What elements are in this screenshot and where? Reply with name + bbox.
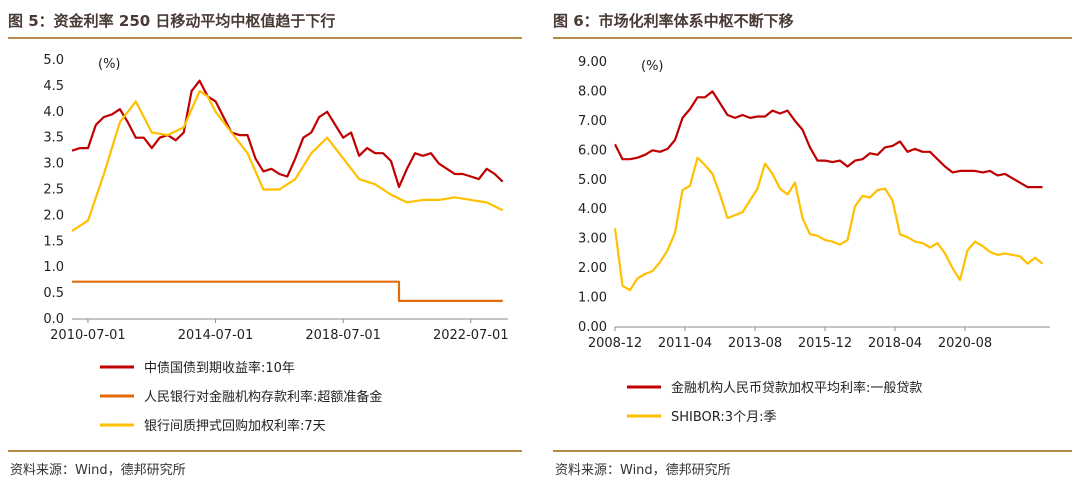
figure-title: 图 5：资金利率 250 日移动平均中枢值趋于下行 bbox=[8, 12, 336, 30]
x-tick-label: 2018-07-01 bbox=[305, 328, 381, 343]
left-line-chart: 0.0 0.5 1.0 1.5 2.0 2.5 3.0 3.5 4.0 4.5 5.0 (%) 2010… bbox=[43, 53, 509, 434]
source-note: 资料来源：Wind，德邦研究所 bbox=[10, 463, 186, 478]
y-tick-label: 6.00 bbox=[578, 143, 607, 158]
y-tick-label: 4.00 bbox=[578, 202, 607, 217]
source-note: 资料来源：Wind，德邦研究所 bbox=[555, 463, 731, 478]
y-tick-label: 1.00 bbox=[578, 291, 607, 306]
y-tick-label: 4.0 bbox=[43, 105, 64, 120]
legend-label: SHIBOR:3个月:季 bbox=[671, 410, 776, 425]
series-line-1 bbox=[71, 79, 504, 188]
title-divider bbox=[8, 37, 522, 39]
y-tick-label: 0.5 bbox=[43, 286, 64, 301]
series-line-1 bbox=[614, 90, 1043, 189]
series-line-2 bbox=[72, 280, 503, 302]
footer-divider bbox=[8, 450, 522, 452]
y-tick-label: 2.0 bbox=[43, 208, 64, 223]
y-tick-label: 1.0 bbox=[43, 260, 64, 275]
x-tick-label: 2020-08 bbox=[938, 336, 992, 351]
y-tick-label: 0.0 bbox=[43, 312, 64, 327]
y-tick-label: 2.5 bbox=[43, 183, 64, 198]
y-tick-label: 1.5 bbox=[43, 234, 64, 249]
series-line-2 bbox=[613, 156, 1044, 292]
x-tick-label: 2014-07-01 bbox=[178, 328, 254, 343]
x-tick-label: 2010-07-01 bbox=[50, 328, 126, 343]
y-tick-label: 4.5 bbox=[43, 79, 64, 94]
y-tick-label: 0.00 bbox=[578, 320, 607, 335]
y-tick-label: 8.00 bbox=[578, 84, 607, 99]
left-figure: 图 5：资金利率 250 日移动平均中枢值趋于下行 0.0 0.5 1.0 1.5 2.… bbox=[0, 0, 530, 489]
legend-label: 银行间质押式回购加权利率:7天 bbox=[144, 418, 326, 434]
x-tick-label: 2013-08 bbox=[728, 336, 782, 351]
y-tick-label: 9.00 bbox=[578, 55, 607, 70]
unit-label: (%) bbox=[641, 59, 664, 74]
legend-label: 人民银行对金融机构存款利率:超额准备金 bbox=[144, 389, 382, 405]
legend-label: 中债国债到期收益率:10年 bbox=[144, 360, 295, 376]
x-tick-label: 2011-04 bbox=[658, 336, 712, 351]
y-tick-label: 5.00 bbox=[578, 173, 607, 188]
right-line-chart: 0.00 1.00 2.00 3.00 4.00 5.00 6.00 7.00 8.00 9.00… bbox=[578, 55, 1050, 425]
figure-title: 图 6：市场化利率体系中枢不断下移 bbox=[553, 12, 794, 30]
y-tick-label: 7.00 bbox=[578, 114, 607, 129]
series-line-3 bbox=[71, 89, 504, 232]
y-tick-label: 3.0 bbox=[43, 157, 64, 172]
footer-divider bbox=[553, 450, 1072, 452]
y-tick-label: 3.00 bbox=[578, 232, 607, 247]
title-divider bbox=[553, 37, 1072, 39]
unit-label: (%) bbox=[98, 57, 121, 72]
legend-label: 金融机构人民币贷款加权平均利率:一般贷款 bbox=[671, 380, 922, 396]
y-tick-label: 3.5 bbox=[43, 131, 64, 146]
y-tick-label: 5.0 bbox=[43, 53, 64, 68]
x-tick-label: 2022-07-01 bbox=[433, 328, 509, 343]
x-tick-label: 2018-04 bbox=[868, 336, 922, 351]
x-tick-label: 2008-12 bbox=[588, 336, 642, 351]
x-tick-label: 2015-12 bbox=[798, 336, 852, 351]
y-tick-label: 2.00 bbox=[578, 261, 607, 276]
right-figure: 图 6：市场化利率体系中枢不断下移 0.00 1.00 2.00 3.00 4.00 5.… bbox=[545, 0, 1080, 489]
